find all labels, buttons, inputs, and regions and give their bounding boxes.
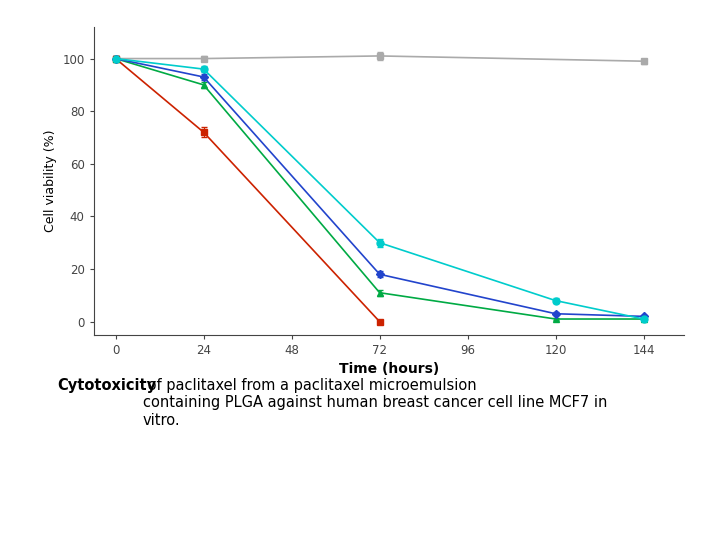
Text: Cytotoxicity: Cytotoxicity — [58, 378, 157, 393]
Y-axis label: Cell viability (%): Cell viability (%) — [44, 130, 57, 232]
X-axis label: Time (hours): Time (hours) — [338, 362, 439, 376]
Text: of paclitaxel from a paclitaxel microemulsion
containing PLGA against human brea: of paclitaxel from a paclitaxel microemu… — [143, 378, 607, 428]
